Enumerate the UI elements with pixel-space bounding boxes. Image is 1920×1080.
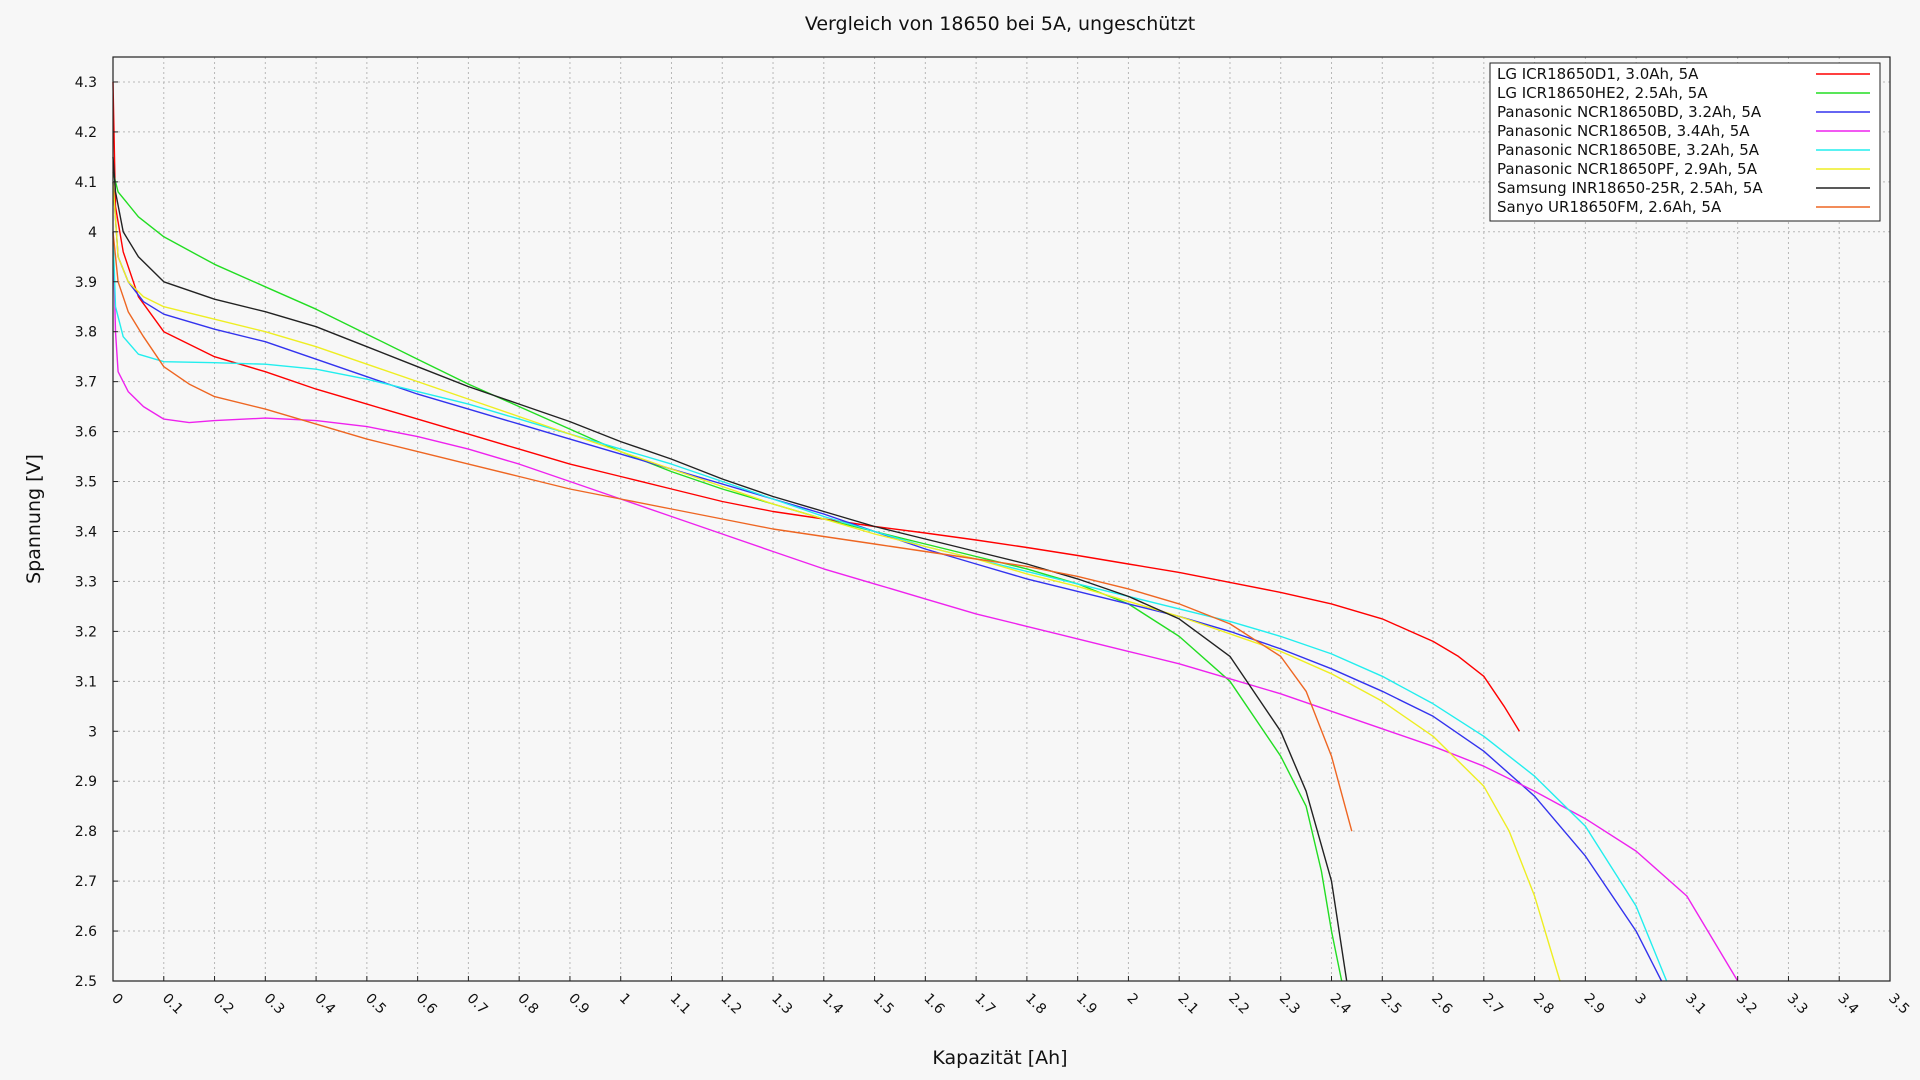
x-tick-label: 0.6 [413, 991, 440, 1018]
x-tick-label: 1.1 [667, 991, 694, 1018]
x-tick-label: 0.1 [159, 991, 186, 1018]
series-line-3 [112, 181, 1663, 982]
x-tick-label: 3.2 [1733, 991, 1760, 1018]
y-tick-label: 4.2 [75, 125, 97, 141]
y-tick-label: 3.8 [75, 325, 97, 341]
x-tick-label: 2.2 [1225, 991, 1252, 1018]
legend-label: Sanyo UR18650FM, 2.6Ah, 5A [1497, 198, 1722, 216]
x-tick-label: 2.1 [1174, 991, 1201, 1018]
y-tick-label: 3.4 [75, 524, 97, 540]
legend-label: Panasonic NCR18650BE, 3.2Ah, 5A [1497, 141, 1760, 159]
x-tick-label: 1.2 [717, 991, 744, 1018]
y-tick-label: 3.7 [75, 375, 97, 391]
series-line-8 [112, 231, 1353, 832]
x-tick-label: 2.9 [1581, 991, 1608, 1018]
legend-label: Panasonic NCR18650B, 3.4Ah, 5A [1497, 122, 1750, 140]
y-tick-label: 4.3 [75, 75, 97, 91]
x-tick-label: 1.5 [870, 991, 897, 1018]
x-tick-label: 3.3 [1784, 991, 1811, 1018]
x-tick-label: 2 [1124, 991, 1142, 1009]
y-tick-label: 3.9 [75, 275, 97, 291]
x-tick-label: 3 [1631, 991, 1649, 1009]
legend-label: Panasonic NCR18650BD, 3.2Ah, 5A [1497, 103, 1762, 121]
x-tick-label: 3.5 [1885, 991, 1912, 1018]
x-tick-label: 2.5 [1377, 991, 1404, 1018]
y-tick-label: 2.6 [75, 924, 97, 940]
chart-title: Vergleich von 18650 bei 5A, ungeschützt [805, 13, 1195, 35]
y-tick-label: 2.5 [75, 974, 97, 990]
series-line-4 [112, 231, 1739, 982]
x-tick-label: 1.9 [1073, 991, 1100, 1018]
x-tick-label: 0.7 [464, 991, 491, 1018]
series-line-6 [112, 181, 1561, 982]
x-tick-label: 0 [108, 991, 126, 1009]
x-tick-label: 1.7 [971, 991, 998, 1018]
x-tick-label: 0.5 [362, 991, 389, 1018]
x-tick-label: 1 [616, 991, 634, 1009]
x-tick-label: 0.8 [514, 991, 541, 1018]
series-line-2 [112, 171, 1343, 982]
x-tick-label: 1.8 [1022, 991, 1049, 1018]
legend-label: LG ICR18650HE2, 2.5Ah, 5A [1497, 84, 1708, 102]
x-tick-label: 3.1 [1682, 991, 1709, 1018]
y-tick-label: 2.8 [75, 824, 97, 840]
legend-label: Panasonic NCR18650PF, 2.9Ah, 5A [1497, 160, 1758, 178]
y-tick-label: 4.1 [75, 175, 97, 191]
y-tick-label: 3.2 [75, 624, 97, 640]
x-axis-label: Kapazität [Ah] [932, 1047, 1067, 1069]
y-tick-label: 3.6 [75, 425, 97, 441]
y-tick-label: 2.9 [75, 774, 97, 790]
x-tick-label: 0.2 [210, 991, 237, 1018]
y-axis-label: Spannung [V] [23, 454, 45, 584]
legend-label: Samsung INR18650-25R, 2.5Ah, 5A [1497, 179, 1763, 197]
y-tick-label: 3 [88, 724, 97, 740]
x-tick-label: 1.3 [768, 991, 795, 1018]
series-group [112, 81, 1739, 982]
legend-box [1489, 62, 1881, 222]
y-tick-label: 2.7 [75, 874, 97, 890]
x-tick-label: 2.7 [1479, 991, 1506, 1018]
series-line-5 [112, 231, 1668, 982]
x-tick-label: 2.4 [1327, 991, 1354, 1018]
x-tick-label: 0.3 [260, 991, 287, 1018]
x-tick-label: 1.6 [921, 991, 948, 1018]
y-tick-label: 3.3 [75, 574, 97, 590]
x-axis-ticks: 0 0.1 0.2 0.3 0.4 0.5 0.6 0.7 0.8 0.9 1 1.1 1.2 1.3 1.… [108, 976, 1912, 1018]
x-tick-label: 0.9 [565, 991, 592, 1018]
y-tick-label: 3.1 [75, 674, 97, 690]
series-line-7 [112, 156, 1348, 982]
plot-frame [112, 56, 1891, 982]
legend-label: LG ICR18650D1, 3.0Ah, 5A [1497, 65, 1699, 83]
y-tick-label: 4 [88, 225, 97, 241]
series-line-1 [112, 81, 1520, 732]
y-axis-ticks: 2.5 2.6 2.7 2.8 2.9 3 3.1 3.2 3.3 3.4 3.5 3.6 3.7 3.8… [75, 75, 118, 990]
x-tick-label: 1.4 [819, 991, 846, 1018]
x-tick-label: 2.6 [1428, 991, 1455, 1018]
x-tick-label: 3.4 [1834, 991, 1861, 1018]
x-tick-label: 2.3 [1276, 991, 1303, 1018]
x-tick-label: 2.8 [1530, 991, 1557, 1018]
y-tick-label: 3.5 [75, 475, 97, 491]
x-tick-label: 0.4 [311, 991, 338, 1018]
